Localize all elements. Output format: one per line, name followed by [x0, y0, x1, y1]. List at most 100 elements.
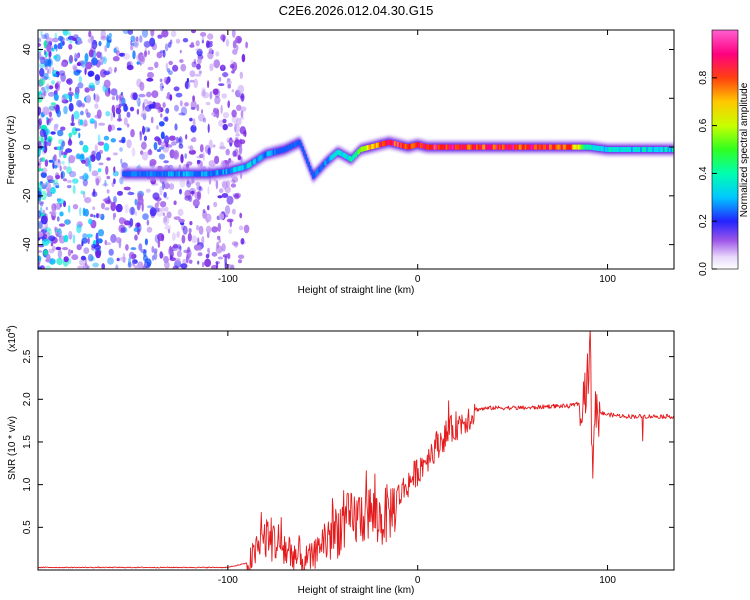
- chart-title: C2E6.2026.012.04.30.G15: [279, 3, 434, 18]
- noise-speck: [235, 133, 240, 137]
- ridge-core-cell: [606, 147, 610, 152]
- noise-speck: [166, 211, 172, 219]
- noise-speck: [77, 265, 85, 269]
- noise-speck: [186, 77, 189, 83]
- noise-speck: [149, 159, 157, 166]
- ridge-core-cell: [486, 144, 490, 150]
- noise-speck: [47, 229, 52, 236]
- noise-speck: [144, 238, 148, 246]
- ridge-core-cell: [208, 171, 212, 177]
- ridge-core-cell: [608, 147, 611, 152]
- noise-speck: [143, 135, 147, 142]
- noise-speck: [48, 235, 56, 242]
- noise-speck: [84, 53, 89, 63]
- noise-speck: [218, 188, 224, 194]
- ridge-core-cell: [482, 144, 485, 150]
- noise-speck: [166, 68, 171, 73]
- noise-speck: [79, 259, 85, 266]
- noise-speck: [231, 208, 236, 215]
- ridge-core-cell: [126, 171, 130, 177]
- ridge-core-cell: [131, 171, 134, 177]
- ridge-core-cell: [470, 144, 473, 150]
- noise-speck: [113, 47, 117, 54]
- ridge-core-cell: [334, 151, 338, 157]
- noise-speck: [160, 141, 166, 149]
- ridge-core-cell: [549, 144, 552, 150]
- noise-speck: [235, 44, 239, 51]
- ridge-core-cell: [415, 142, 418, 148]
- ridge-core-cell: [347, 155, 350, 161]
- ridge-core-cell: [643, 147, 646, 152]
- ridge-core-cell: [254, 158, 257, 164]
- noise-speck: [177, 208, 184, 217]
- ridge-core-cell: [145, 171, 148, 177]
- noise-speck: [209, 63, 214, 72]
- noise-speck: [85, 61, 88, 72]
- noise-speck: [106, 157, 111, 161]
- noise-speck: [217, 222, 221, 232]
- noise-speck: [186, 180, 192, 188]
- noise-speck: [237, 84, 245, 94]
- noise-speck: [106, 175, 111, 180]
- noise-speck: [146, 91, 152, 98]
- noise-speck: [118, 217, 125, 225]
- noise-speck: [236, 104, 242, 112]
- bottom-y-tick-label: 1.5: [22, 435, 33, 449]
- noise-speck: [148, 103, 156, 109]
- noise-speck: [92, 206, 96, 211]
- ridge-core-cell: [242, 164, 245, 170]
- noise-speck: [232, 150, 237, 157]
- ridge-core-cell: [125, 171, 128, 177]
- ridge-core-cell: [260, 154, 263, 160]
- noise-speck: [129, 106, 135, 112]
- noise-speck: [178, 112, 186, 116]
- bottom-x-tick-label: 0: [415, 575, 421, 586]
- noise-speck: [214, 155, 220, 165]
- noise-speck: [112, 152, 118, 156]
- noise-speck: [162, 102, 166, 108]
- noise-speck: [57, 249, 63, 259]
- noise-speck: [61, 140, 66, 147]
- noise-speck: [60, 171, 64, 180]
- noise-speck: [212, 88, 219, 95]
- noise-speck: [112, 217, 115, 221]
- noise-speck: [164, 206, 169, 212]
- noise-speck: [156, 149, 162, 152]
- noise-speck: [47, 138, 52, 147]
- ridge-core-cell: [295, 141, 298, 147]
- ridge-core-cell: [356, 150, 359, 156]
- ridge-core-cell: [123, 171, 127, 177]
- noise-speck: [139, 132, 142, 141]
- noise-speck: [87, 237, 90, 245]
- colorbar-ticks: 0.0 0.2 0.4 0.6 0.8: [698, 70, 717, 276]
- ridge-core-cell: [140, 171, 143, 177]
- noise-speck: [72, 184, 76, 194]
- noise-speck: [96, 95, 100, 102]
- ridge-core-cell: [129, 171, 133, 177]
- noise-speck: [38, 78, 46, 86]
- ridge-core-cell: [271, 150, 274, 156]
- ridge-core-cell: [485, 144, 488, 150]
- noise-speck: [172, 243, 179, 249]
- noise-speck: [58, 35, 64, 42]
- noise-speck: [227, 100, 230, 108]
- noise-speck: [182, 38, 189, 43]
- noise-speck: [197, 190, 202, 201]
- noise-speck: [142, 265, 146, 269]
- noise-speck: [66, 185, 72, 189]
- ridge-core-cell: [394, 141, 397, 147]
- ridge-core-cell: [529, 144, 532, 150]
- noise-speck: [120, 158, 123, 164]
- noise-speck: [192, 199, 200, 207]
- noise-speck: [46, 68, 50, 75]
- colorbar-tick-label: 0.0: [698, 262, 709, 276]
- noise-speck: [111, 104, 116, 114]
- noise-speck: [221, 93, 227, 99]
- noise-speck: [73, 34, 79, 39]
- noise-speck: [134, 265, 140, 269]
- ridge-core-cell: [222, 169, 225, 175]
- ridge-core-cell: [591, 145, 594, 151]
- ridge-core-cell: [517, 144, 520, 150]
- noise-speck: [142, 102, 145, 111]
- noise-speck: [59, 211, 64, 217]
